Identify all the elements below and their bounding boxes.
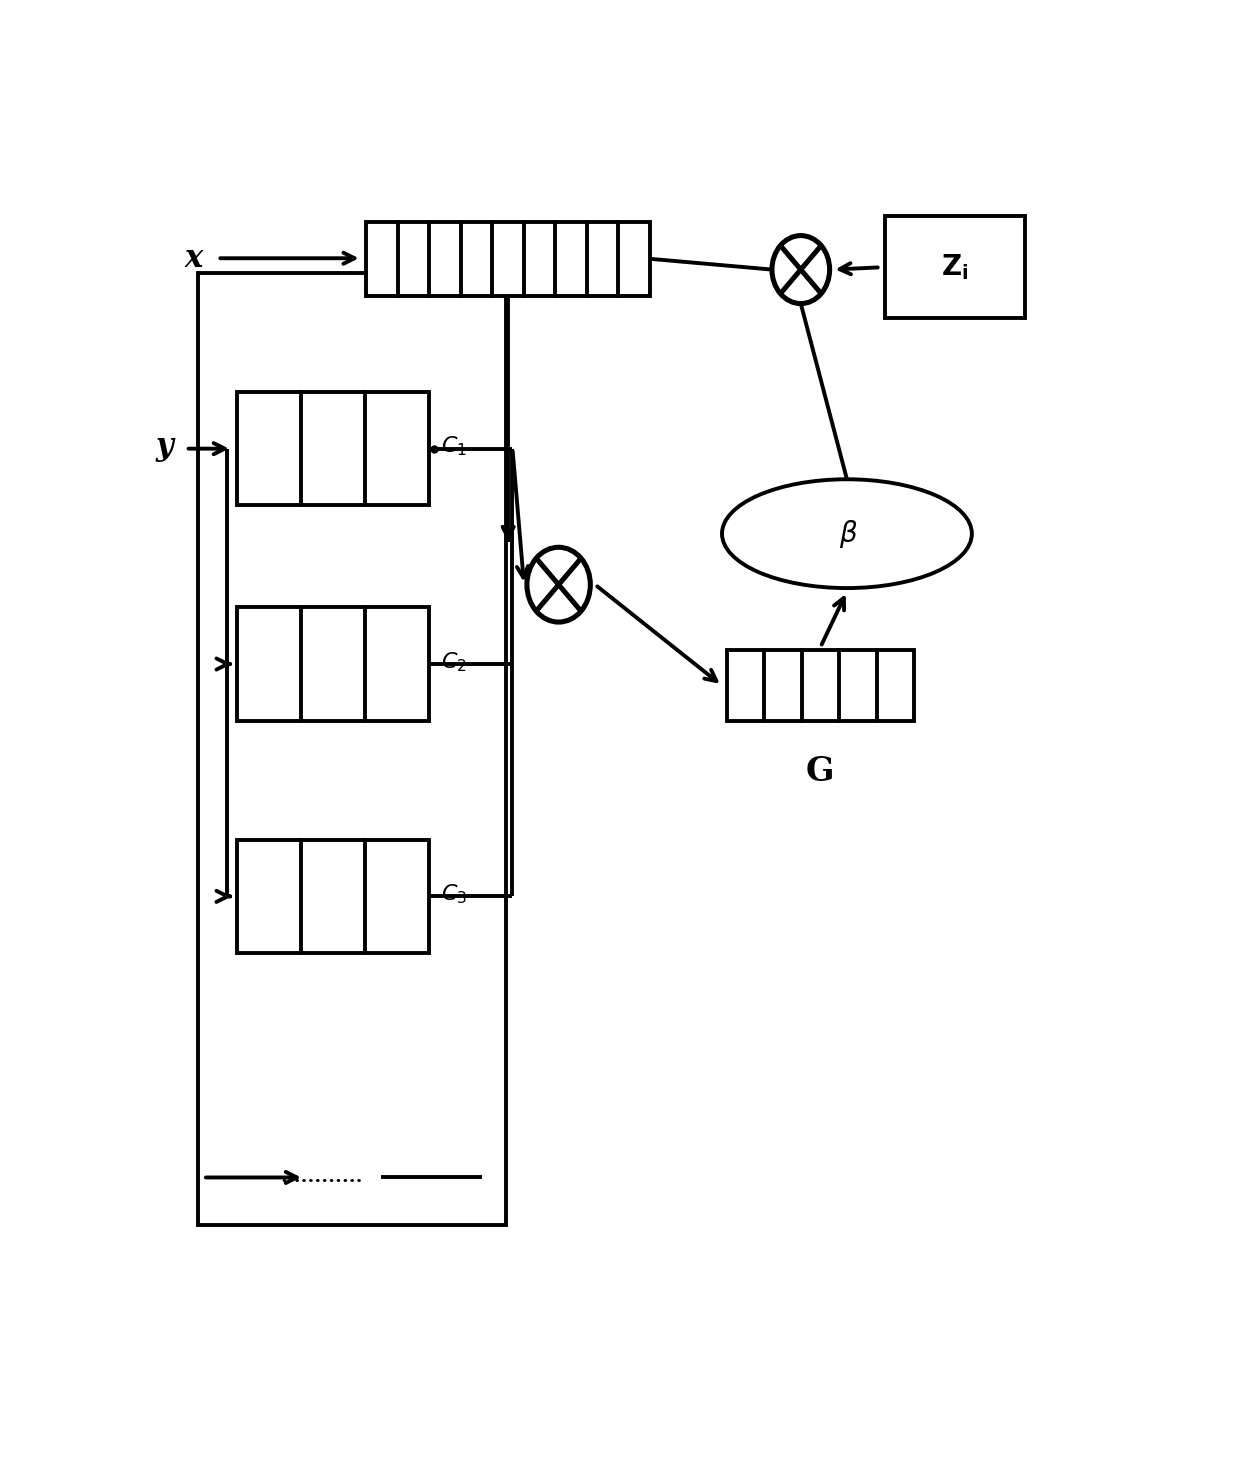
Bar: [237, 392, 429, 505]
Bar: [727, 651, 914, 721]
Text: $C_1$: $C_1$: [441, 434, 467, 458]
Text: $C_3$: $C_3$: [441, 882, 467, 905]
Bar: [367, 222, 650, 296]
Text: ............: ............: [280, 1169, 362, 1186]
Bar: [237, 839, 429, 952]
Bar: [237, 608, 429, 721]
Text: $\beta$: $\beta$: [839, 518, 858, 549]
Bar: [885, 216, 1024, 318]
Ellipse shape: [722, 480, 972, 589]
Text: x: x: [185, 243, 202, 274]
Circle shape: [773, 236, 830, 303]
Bar: [198, 272, 506, 1225]
Circle shape: [527, 548, 590, 623]
Text: $\mathbf{Z_i}$: $\mathbf{Z_i}$: [941, 252, 968, 283]
Text: y: y: [156, 431, 174, 462]
Text: G: G: [806, 755, 835, 788]
Text: $C_2$: $C_2$: [441, 651, 467, 674]
